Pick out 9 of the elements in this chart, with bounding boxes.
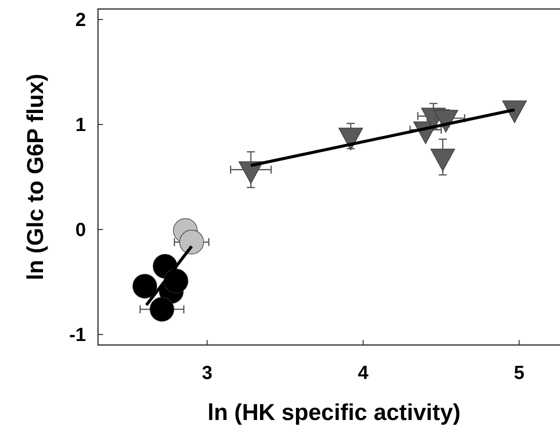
x-tick-label: 5 — [514, 363, 525, 384]
y-tick-label: 0 — [75, 220, 86, 242]
y-tick-label: 1 — [75, 115, 86, 136]
x-tick-label: 3 — [202, 363, 212, 384]
x-axis-title: ln (HK specific activity) — [207, 399, 461, 425]
y-axis-title: ln (Glc to G6P flux) — [22, 74, 48, 280]
x-tick-label: 4 — [358, 363, 369, 384]
y-tick-label: -1 — [69, 325, 86, 346]
y-tick-label: 2 — [75, 10, 86, 32]
